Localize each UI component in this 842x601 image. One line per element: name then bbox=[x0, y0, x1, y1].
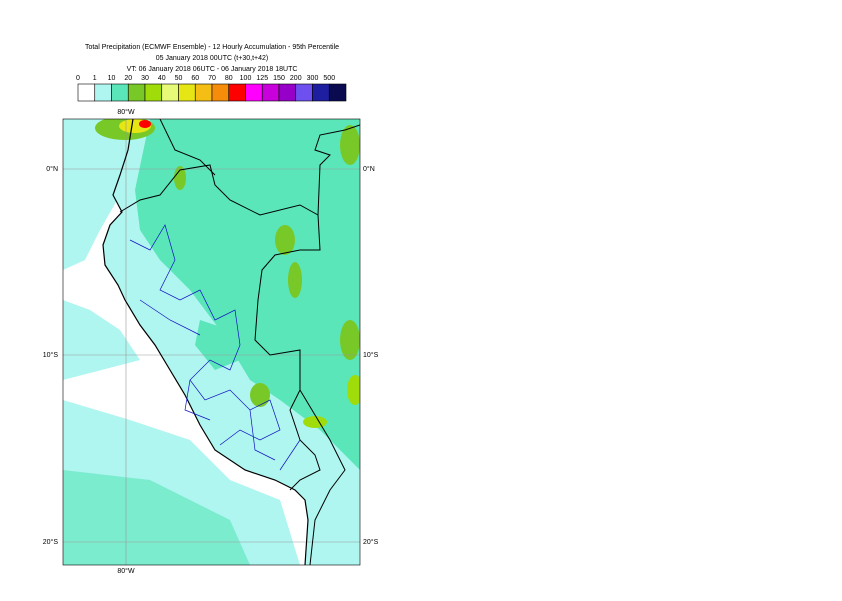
legend-swatch bbox=[111, 83, 129, 102]
precip-area bbox=[347, 375, 360, 405]
legend: 0 1 10 20 30 40 50 60 70 80 100 125 150 200 300 500 bbox=[76, 75, 347, 102]
legend-swatch bbox=[211, 83, 230, 102]
legend-swatch bbox=[295, 83, 313, 102]
legend-swatch bbox=[312, 83, 330, 102]
region-border bbox=[129, 224, 301, 471]
legend-swatch bbox=[245, 83, 263, 102]
legend-swatch bbox=[328, 83, 347, 102]
title-line: Total Precipitation (ECMWF Ensemble) - 1… bbox=[85, 44, 339, 51]
legend-label: 20 bbox=[124, 75, 132, 82]
coastline bbox=[102, 119, 309, 565]
legend-swatch bbox=[194, 83, 213, 102]
precip-area bbox=[63, 470, 250, 565]
legend-swatch bbox=[77, 83, 96, 102]
precip-area bbox=[275, 225, 295, 255]
legend-label: 70 bbox=[208, 75, 216, 82]
legend-swatch bbox=[261, 83, 280, 102]
legend-swatch bbox=[127, 83, 146, 102]
legend-label: 80 bbox=[225, 75, 233, 82]
legend-swatch bbox=[278, 83, 297, 102]
lon-label: 80°W bbox=[117, 567, 135, 575]
legend-label: 300 bbox=[307, 75, 319, 82]
legend-swatch bbox=[228, 83, 246, 102]
lat-label: 10°S bbox=[43, 351, 59, 359]
legend-label: 40 bbox=[158, 75, 166, 82]
lat-label: 20°S bbox=[363, 538, 379, 546]
lat-label: 0°N bbox=[363, 165, 375, 173]
lon-label: 80°W bbox=[117, 108, 135, 116]
map-frame bbox=[62, 118, 361, 566]
title-line: 05 January 2018 00UTC (t+30,t+42) bbox=[156, 55, 268, 62]
lat-label: 0°N bbox=[46, 165, 58, 173]
legend-swatch bbox=[94, 83, 112, 102]
title-line: VT: 06 January 2018 06UTC - 06 January 2… bbox=[127, 66, 298, 73]
precip-area bbox=[288, 262, 302, 298]
precip-area bbox=[139, 120, 151, 128]
legend-label: 125 bbox=[256, 75, 268, 82]
legend-label: 50 bbox=[175, 75, 183, 82]
legend-swatch bbox=[144, 83, 163, 102]
legend-label: 60 bbox=[191, 75, 199, 82]
legend-label: 100 bbox=[240, 75, 252, 82]
lat-label: 20°S bbox=[43, 538, 59, 546]
legend-label: 200 bbox=[290, 75, 302, 82]
legend-label: 150 bbox=[273, 75, 285, 82]
country-border bbox=[159, 119, 360, 565]
lat-label: 10°S bbox=[363, 351, 379, 359]
legend-swatch bbox=[178, 83, 196, 102]
map bbox=[63, 119, 360, 565]
precip-area bbox=[63, 300, 140, 380]
legend-label: 1 bbox=[93, 75, 97, 82]
precip-area bbox=[340, 320, 360, 360]
precip-area bbox=[250, 383, 270, 407]
legend-label: 500 bbox=[323, 75, 335, 82]
precip-area bbox=[174, 166, 186, 190]
precip-area bbox=[340, 125, 360, 165]
legend-label: 30 bbox=[141, 75, 149, 82]
precip-area bbox=[195, 320, 240, 370]
legend-swatch bbox=[161, 83, 179, 102]
precip-area bbox=[63, 119, 240, 270]
legend-label: 10 bbox=[108, 75, 116, 82]
precip-area bbox=[303, 416, 327, 428]
legend-label: 0 bbox=[76, 75, 80, 82]
